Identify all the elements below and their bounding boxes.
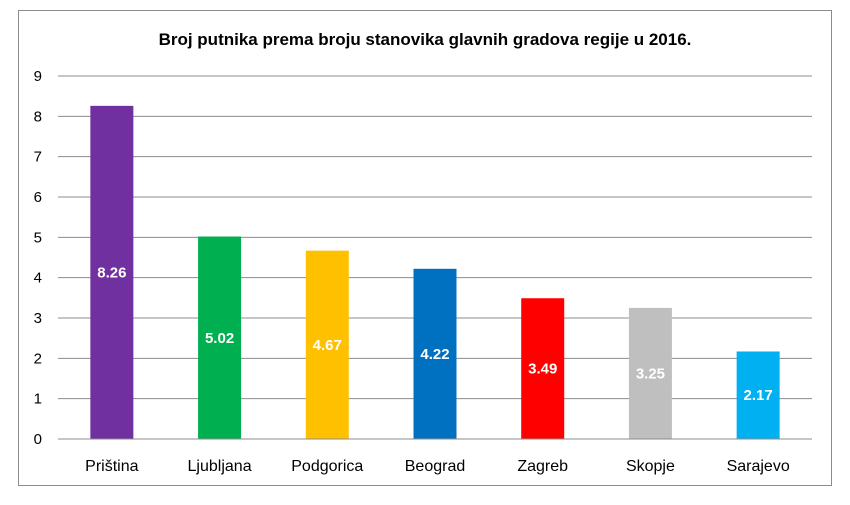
data-label: 3.49 (528, 361, 557, 378)
data-label: 2.17 (744, 387, 773, 404)
bar (736, 351, 780, 439)
y-tick-label: 5 (34, 229, 42, 246)
y-tick-label: 6 (34, 189, 42, 206)
y-tick-label: 2 (34, 350, 42, 367)
chart-title: Broj putnika prema broju stanovika glavn… (158, 30, 692, 49)
bar (198, 236, 242, 439)
bar (521, 298, 565, 439)
data-label: 4.67 (313, 337, 342, 354)
bars (90, 105, 780, 439)
y-tick-label: 0 (34, 431, 42, 448)
category-label: Beograd (405, 458, 466, 475)
y-tick-label: 1 (34, 391, 42, 408)
data-label: 3.25 (636, 365, 665, 382)
category-label: Skopje (626, 458, 675, 475)
y-tick-label: 4 (34, 270, 42, 287)
bar (413, 268, 457, 439)
x-axis-categories: Priština Ljubljana Podgorica Beograd Zagreb S… (85, 458, 790, 475)
category-label: Podgorica (291, 458, 363, 475)
bar (305, 250, 349, 439)
y-tick-label: 9 (34, 68, 42, 85)
data-labels: 8.26 5.02 4.67 4.22 3.49 3.25 2.17 (97, 264, 772, 404)
data-label: 5.02 (205, 330, 234, 347)
data-label: 8.26 (97, 264, 126, 281)
y-axis-ticks: 0 1 2 3 4 5 6 7 8 9 (34, 68, 42, 448)
bar (628, 307, 672, 439)
category-label: Sarajevo (727, 458, 790, 475)
bar (90, 105, 134, 439)
y-tick-label: 8 (34, 108, 42, 125)
category-label: Priština (85, 458, 138, 475)
y-tick-label: 3 (34, 310, 42, 327)
data-label: 4.22 (420, 346, 449, 363)
category-label: Zagreb (517, 458, 568, 475)
y-tick-label: 7 (34, 149, 42, 166)
category-label: Ljubljana (188, 458, 252, 475)
